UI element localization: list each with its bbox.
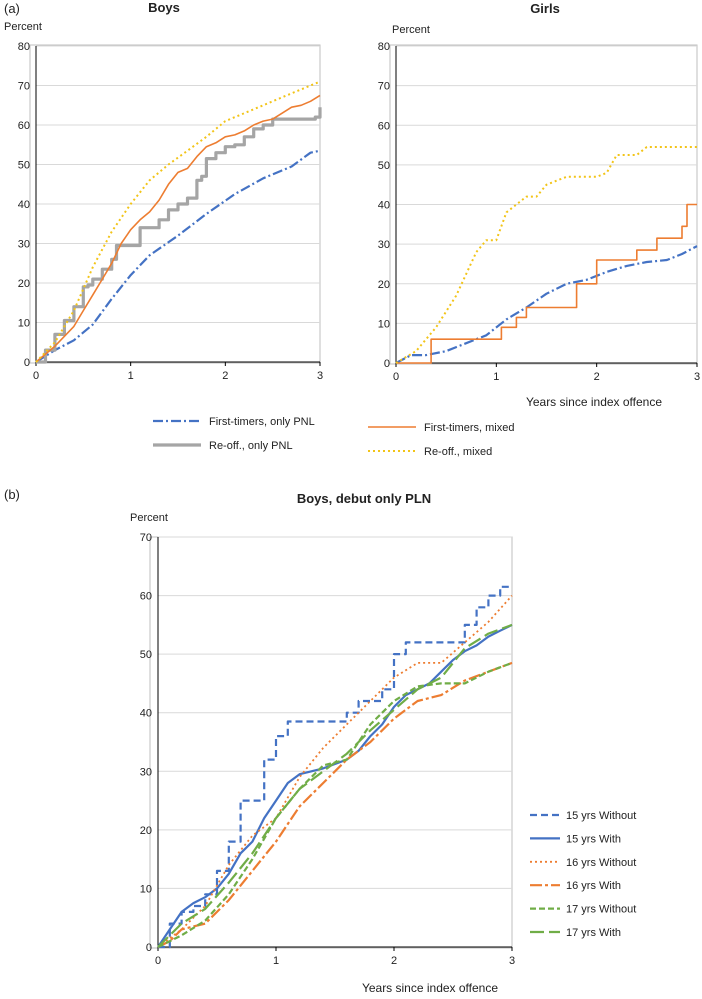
series-line-15-yrs-without: [158, 585, 512, 949]
y-tick-label: 20: [140, 825, 152, 837]
y-tick-label: 40: [378, 200, 390, 212]
y-tick-label: 50: [140, 649, 152, 661]
y-tick-label: 10: [378, 318, 390, 330]
x-tick-label: 3: [694, 371, 700, 383]
boys-debut-chart: Boys, debut only PLN Percent Years since i…: [130, 491, 515, 995]
legend-b: 15 yrs Without 15 yrs With 16 yrs Without 1…: [530, 810, 636, 939]
y-tick-label: 70: [140, 532, 152, 544]
x-tick-label: 3: [317, 370, 323, 382]
x-tick-label: 0: [33, 370, 39, 382]
y-tick-label: 10: [140, 883, 152, 895]
legend-label-15-yrs-without: 15 yrs Without: [566, 810, 636, 822]
y-tick-label: 30: [378, 239, 390, 251]
legend-label-17-yrs-with: 17 yrs With: [566, 927, 621, 939]
panel-label-a: (a): [4, 1, 20, 16]
y-tick-label: 20: [378, 279, 390, 291]
series-line-re-off-mixed: [395, 146, 697, 364]
y-axis-label: Percent: [392, 24, 430, 36]
y-axis-label: Percent: [130, 512, 168, 524]
y-tick-label: 0: [24, 357, 30, 369]
legend-label-17-yrs-without: 17 yrs Without: [566, 904, 636, 916]
series-line-15-yrs-with: [157, 623, 513, 948]
panel-label-b: (b): [4, 487, 20, 502]
y-tick-label: 0: [384, 358, 390, 370]
y-tick-label: 70: [18, 81, 30, 93]
y-tick-label: 80: [378, 41, 390, 53]
legend-label-15-yrs-with: 15 yrs With: [566, 833, 621, 845]
y-tick-label: 80: [18, 41, 30, 53]
x-tick-label: 1: [273, 955, 279, 967]
legend-label-16-yrs-with: 16 yrs With: [566, 880, 621, 892]
boys-chart: Boys Percent 0 10 20 30 40 50 60 70 80 0 1 2 3: [4, 0, 323, 382]
legend-label-re-off-mixed: Re-off., mixed: [424, 446, 492, 458]
x-tick-label: 2: [222, 370, 228, 382]
x-tick-label: 2: [594, 371, 600, 383]
chart-title: Boys, debut only PLN: [297, 491, 431, 506]
y-tick-label: 30: [140, 766, 152, 778]
legend-label-first-timers-mixed: First-timers, mixed: [424, 422, 514, 434]
y-tick-label: 50: [18, 160, 30, 172]
legend-label-re-off-only-pnl: Re-off., only PNL: [209, 440, 293, 452]
legend-label-first-timers-only-pnl: First-timers, only PNL: [209, 416, 315, 428]
y-tick-label: 20: [18, 278, 30, 290]
y-axis-label: Percent: [4, 21, 42, 33]
y-tick-label: 60: [18, 120, 30, 132]
y-tick-label: 70: [378, 81, 390, 93]
series-line-17-yrs-with: [157, 623, 513, 948]
x-tick-label: 0: [393, 371, 399, 383]
y-tick-label: 30: [18, 239, 30, 251]
plot-frame: [149, 536, 513, 949]
x-tick-label: 2: [391, 955, 397, 967]
y-tick-label: 10: [18, 318, 30, 330]
x-tick-label: 0: [155, 955, 161, 967]
x-axis-label: Years since index offence: [526, 395, 662, 409]
y-tick-label: 50: [378, 160, 390, 172]
chart-title: Boys: [148, 0, 180, 15]
y-tick-label: 60: [378, 120, 390, 132]
chart-title: Girls: [530, 1, 560, 16]
series-line-first-timers-only-pnl: [395, 245, 698, 364]
series-line-first-timers-mixed: [396, 203, 697, 364]
x-axis-label: Years since index offence: [362, 981, 498, 995]
legend-label-16-yrs-without: 16 yrs Without: [566, 857, 636, 869]
series-line-16-yrs-without: [157, 594, 513, 948]
y-tick-label: 40: [18, 199, 30, 211]
y-tick-label: 0: [146, 942, 152, 954]
y-tick-label: 60: [140, 591, 152, 603]
y-tick-label: 40: [140, 708, 152, 720]
series-line-16-yrs-with: [157, 661, 513, 948]
x-tick-label: 1: [493, 371, 499, 383]
series-line-17-yrs-without: [157, 661, 513, 948]
x-tick-label: 1: [128, 370, 134, 382]
series-line-first-timers-mixed: [35, 94, 321, 363]
x-tick-label: 3: [509, 955, 515, 967]
series-line-first-timers-only-pnl: [35, 149, 321, 363]
legend-a: First-timers, only PNL Re-off., only PNL F…: [153, 416, 514, 458]
